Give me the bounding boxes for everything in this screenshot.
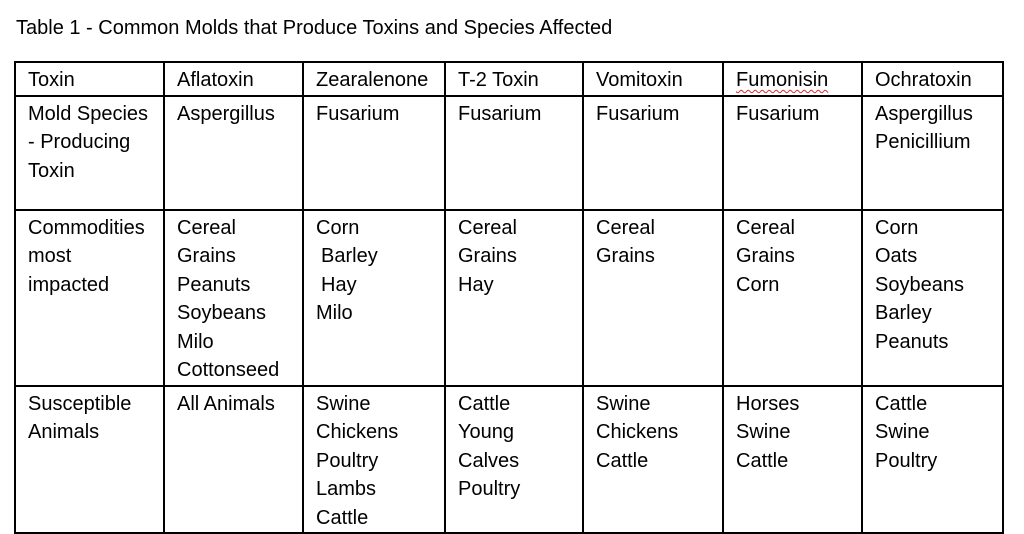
cell-line: Hay: [458, 273, 494, 296]
cell-line: Milo: [177, 330, 214, 353]
row-label-line: Susceptible: [28, 392, 132, 415]
header-cell-ochratoxin: Ochratoxin: [861, 61, 1004, 97]
table-cell: Aspergillus Penicillium: [861, 94, 1004, 211]
header-label: Aflatoxin: [177, 69, 254, 91]
row-label-cell: Susceptible Animals: [14, 384, 165, 534]
table-cell: Corn Oats Soybeans Barley Peanuts: [861, 208, 1004, 387]
table-cell: Corn Barley Hay Milo: [302, 208, 446, 387]
cell-line: Fusarium: [316, 102, 400, 125]
header-label: Zearalenone: [316, 69, 429, 91]
table-cell: Fusarium: [302, 94, 446, 211]
row-label-line: most: [28, 245, 72, 267]
cell-line: Cereal: [736, 216, 795, 239]
cell-line: Fusarium: [596, 102, 680, 125]
mold-toxin-table: Toxin Aflatoxin Zearalenone T-2 Toxin Vo…: [14, 61, 1004, 534]
cell-line: Poultry: [875, 449, 938, 472]
cell-line: Fusarium: [736, 102, 820, 125]
table-cell: Swine Chickens Poultry Lambs Cattle: [302, 384, 446, 534]
row-label-cell: Mold Species - Producing Toxin: [14, 94, 165, 211]
row-label-line: Toxin: [28, 159, 75, 182]
row-label-line: Commodities: [28, 216, 145, 239]
table-row-mold-species: Mold Species - Producing Toxin Aspergill…: [14, 94, 1004, 211]
cell-line: All Animals: [177, 392, 275, 415]
header-cell-zearalenone: Zearalenone: [302, 61, 446, 97]
table-cell: Cereal Grains Corn: [722, 208, 863, 387]
header-label: Ochratoxin: [875, 69, 972, 91]
header-label: T-2 Toxin: [458, 69, 539, 91]
cell-line: Lambs: [316, 478, 377, 500]
table-cell: Fusarium: [444, 94, 584, 211]
cell-line: Soybeans: [875, 273, 964, 296]
cell-line: Hay: [321, 273, 357, 296]
table-cell: Cereal Grains Hay: [444, 208, 584, 387]
cell-line: Cattle: [736, 449, 789, 472]
cell-line: Cottonseed: [177, 359, 280, 381]
row-label-cell: Commodities most impacted: [14, 208, 165, 387]
cell-line: Poultry: [458, 478, 521, 500]
table-cell: Fusarium: [582, 94, 724, 211]
table-cell: Cattle Swine Poultry: [861, 384, 1004, 534]
cell-line: Penicillium: [875, 131, 971, 153]
header-label: Vomitoxin: [596, 69, 683, 91]
cell-line: Barley: [321, 245, 378, 267]
table-row-susceptible-animals: Susceptible Animals All Animals Swine Ch…: [14, 384, 1004, 534]
table-cell: Fusarium: [722, 94, 863, 211]
header-cell-aflatoxin: Aflatoxin: [163, 61, 304, 97]
table-cell: Cattle Young Calves Poultry: [444, 384, 584, 534]
row-label-line: Animals: [28, 421, 100, 443]
table-header-row: Toxin Aflatoxin Zearalenone T-2 Toxin Vo…: [14, 61, 1004, 97]
cell-line: Cereal: [596, 216, 655, 239]
cell-line: Cereal: [177, 216, 236, 239]
table-cell: Aspergillus: [163, 94, 304, 211]
cell-line: Corn: [736, 273, 780, 296]
table-cell: Cereal Grains Peanuts Soybeans Milo Cott…: [163, 208, 304, 387]
header-cell-fumonisin: Fumonisin: [722, 61, 863, 97]
cell-line: Cereal: [458, 216, 517, 239]
cell-line: Cattle: [875, 392, 928, 415]
cell-line: Grains: [596, 245, 655, 267]
cell-line: Aspergillus: [177, 102, 275, 125]
cell-line: Cattle: [458, 392, 511, 415]
cell-line: Swine: [596, 392, 651, 415]
cell-line: Soybeans: [177, 302, 266, 324]
cell-line: Grains: [177, 245, 236, 267]
cell-line: Grains: [458, 245, 517, 267]
cell-line: Milo: [316, 302, 353, 324]
table-cell: Swine Chickens Cattle: [582, 384, 724, 534]
table-cell: Cereal Grains: [582, 208, 724, 387]
table-caption: Table 1 - Common Molds that Produce Toxi…: [16, 17, 613, 39]
cell-line: Grains: [736, 245, 795, 267]
cell-line: Cattle: [316, 506, 369, 529]
header-label: Fumonisin: [736, 69, 829, 91]
cell-line: Fusarium: [458, 102, 542, 125]
cell-line: Cattle: [596, 449, 649, 472]
row-label-line: - Producing: [28, 131, 131, 153]
cell-line: Swine: [875, 421, 930, 443]
row-label-line: Mold Species: [28, 102, 149, 125]
cell-line: Corn: [316, 216, 360, 239]
header-cell-vomitoxin: Vomitoxin: [582, 61, 724, 97]
cell-line: Young: [458, 421, 514, 443]
cell-line: Swine: [316, 392, 371, 415]
header-cell-toxin: Toxin: [14, 61, 165, 97]
cell-line: Oats: [875, 245, 918, 267]
cell-line: Barley: [875, 302, 932, 324]
header-label: Toxin: [28, 69, 75, 91]
cell-line: Poultry: [316, 449, 379, 472]
cell-line: Corn: [875, 216, 919, 239]
header-cell-t2-toxin: T-2 Toxin: [444, 61, 584, 97]
cell-line: Peanuts: [177, 273, 251, 296]
row-label-line: impacted: [28, 273, 110, 296]
cell-line: Chickens: [316, 421, 399, 443]
table-row-commodities: Commodities most impacted Cereal Grains …: [14, 208, 1004, 387]
cell-line: Aspergillus: [875, 102, 973, 125]
cell-line: Chickens: [596, 421, 679, 443]
cell-line: Calves: [458, 449, 520, 472]
cell-line: Peanuts: [875, 330, 949, 353]
table-cell: Horses Swine Cattle: [722, 384, 863, 534]
cell-line: Swine: [736, 421, 791, 443]
cell-line: Horses: [736, 392, 800, 415]
table-cell: All Animals: [163, 384, 304, 534]
